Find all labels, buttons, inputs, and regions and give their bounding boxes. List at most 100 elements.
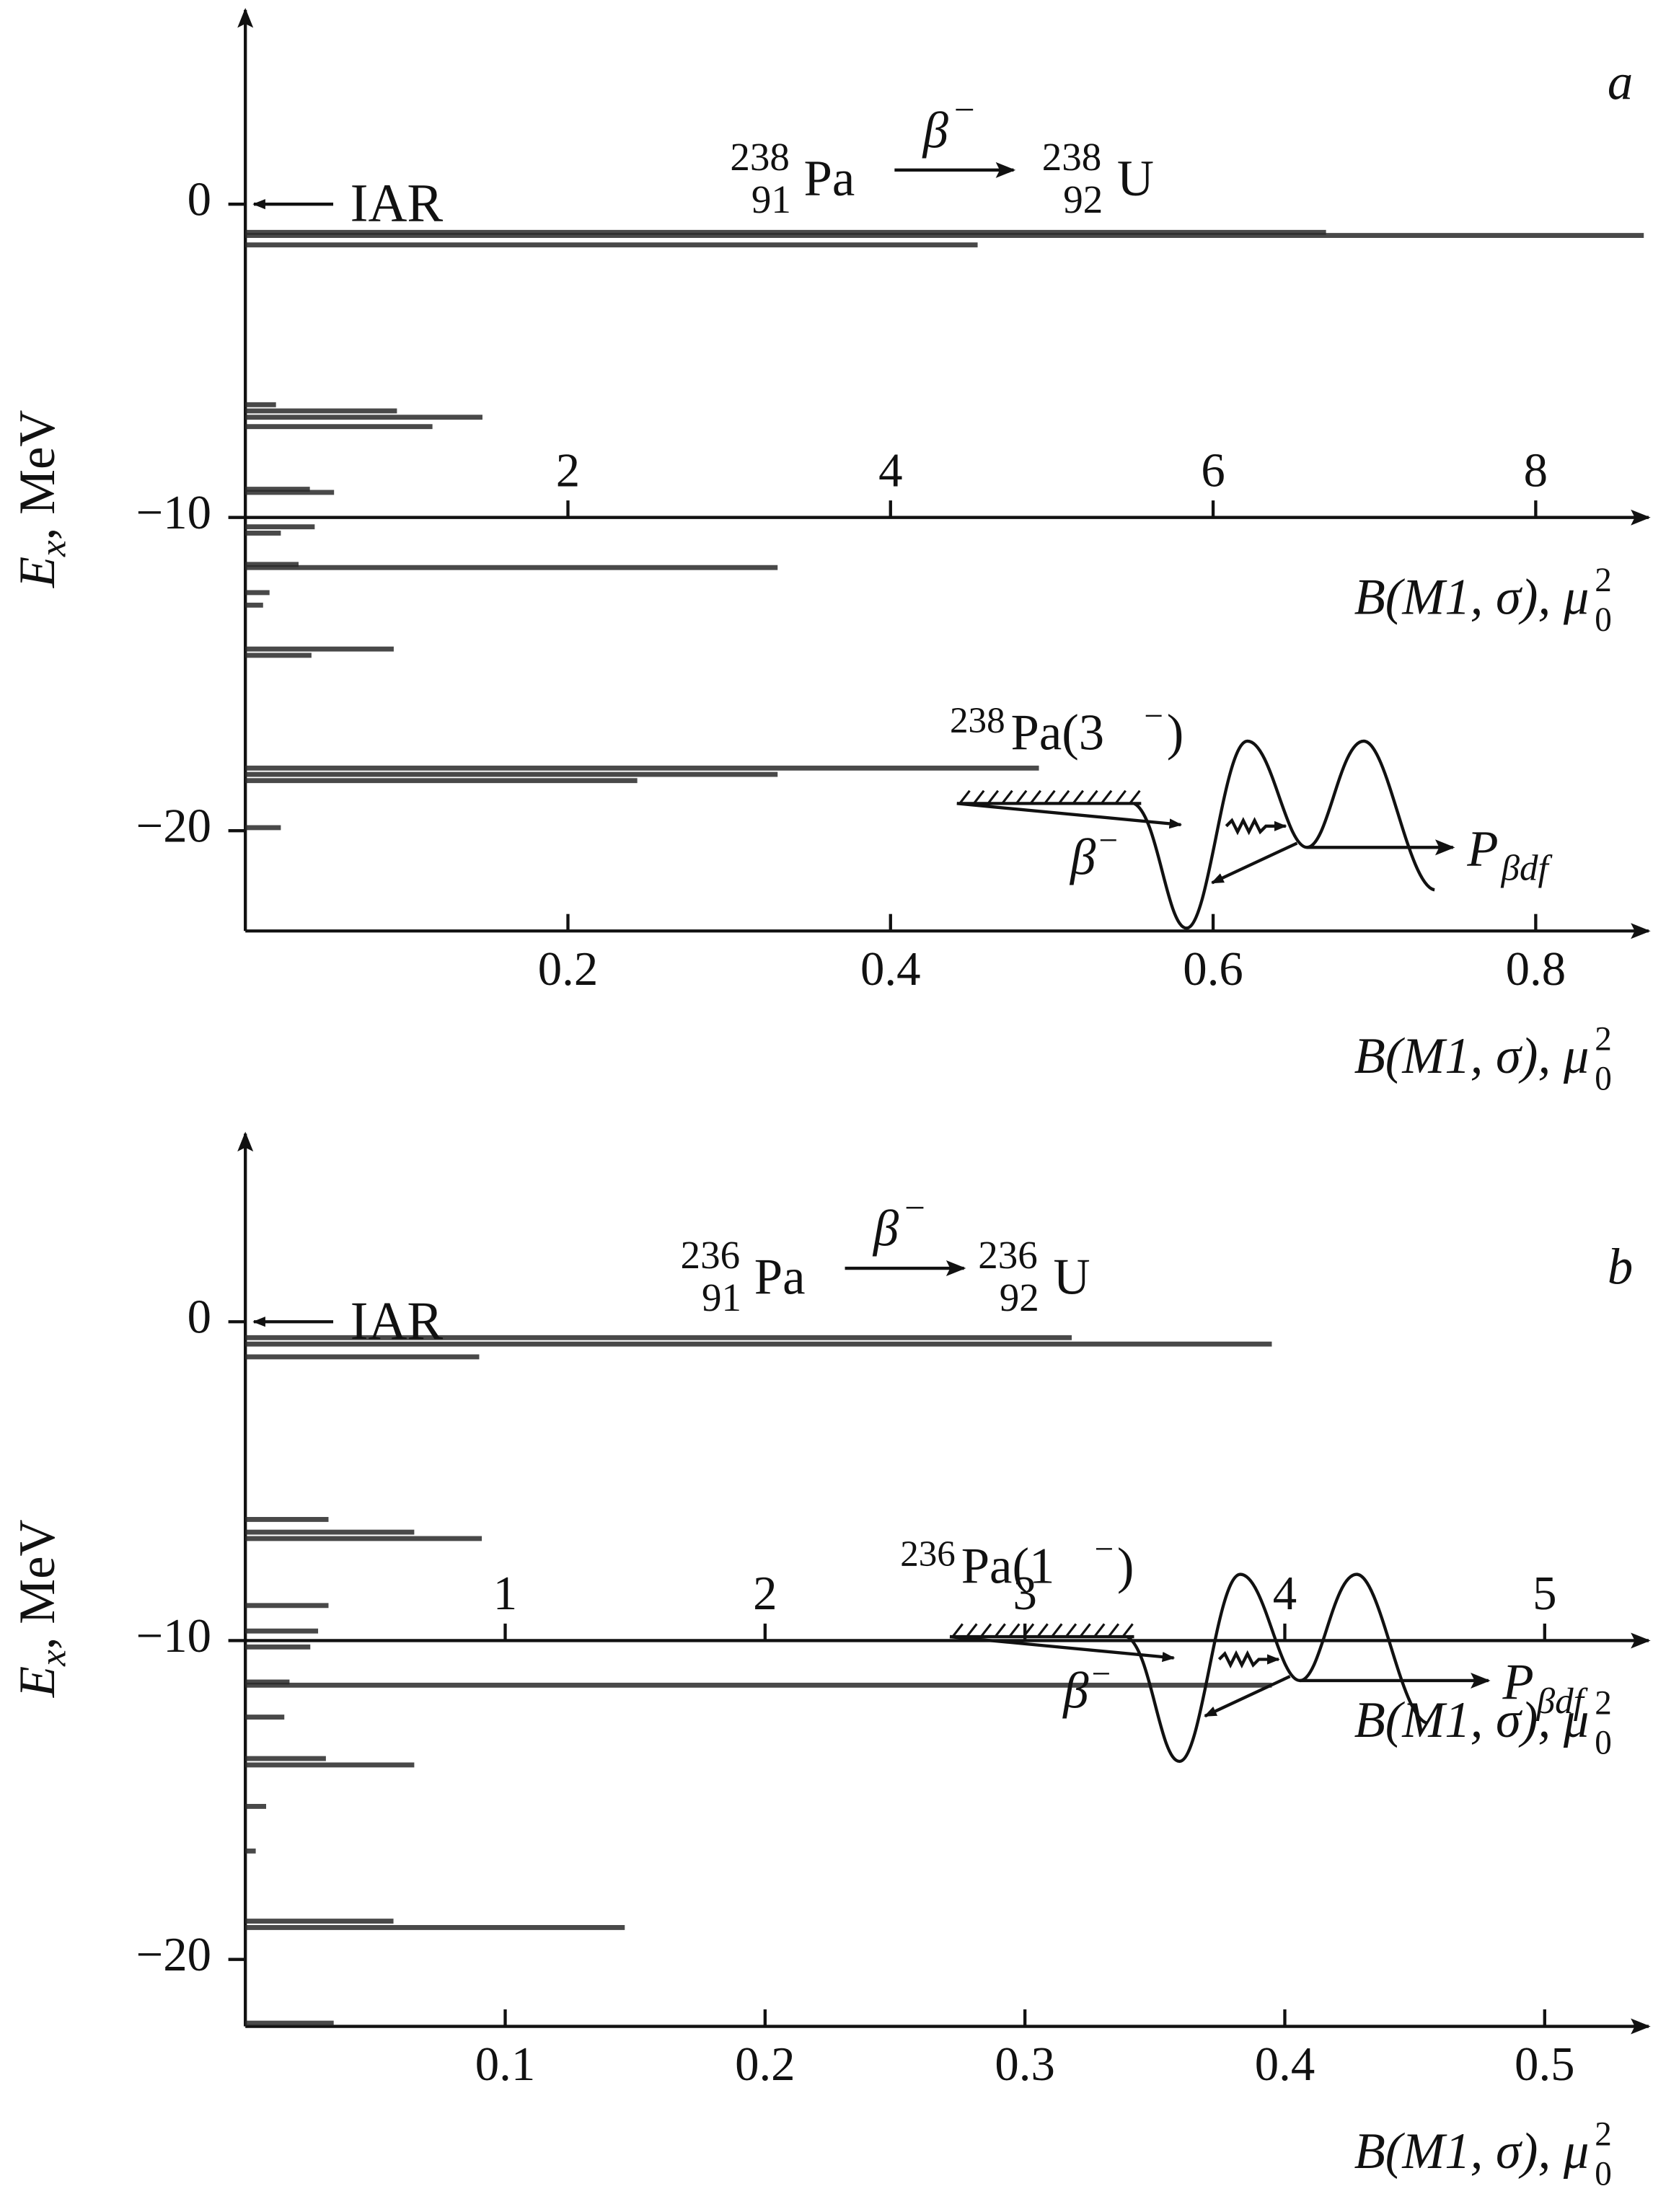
- x-tick-label: 0.8: [1506, 942, 1566, 996]
- parent-mass: 238: [730, 135, 790, 179]
- x-tick-label: 0.3: [995, 2038, 1055, 2091]
- hatch: [994, 1623, 1006, 1638]
- y-tick-label: −20: [136, 1928, 212, 1981]
- panel-label: b: [1608, 1239, 1633, 1296]
- inset-parent-mass: 236: [900, 1534, 956, 1575]
- hatch: [1121, 1623, 1134, 1638]
- hatch: [1093, 1623, 1106, 1638]
- x2-tick-label: 1: [493, 1567, 517, 1620]
- x2-tick-label: 2: [753, 1567, 777, 1620]
- y-tick-label: −10: [136, 486, 212, 539]
- axis-label-sub: 0: [1595, 1060, 1612, 1097]
- hatch: [987, 789, 1000, 805]
- y-label-unit: , MeV: [9, 1519, 66, 1650]
- inset-parent-close: ): [1117, 1538, 1134, 1594]
- axis-label: B(M1, σ), μ: [1354, 1028, 1590, 1084]
- parent: Pa: [754, 1249, 806, 1305]
- iar-label: IAR: [351, 1291, 444, 1351]
- x2-tick-label: 4: [1273, 1567, 1297, 1620]
- decay: β: [922, 102, 949, 159]
- daughter-z: 92: [1063, 177, 1103, 221]
- x-tick-label: 0.4: [860, 942, 921, 996]
- parent-z: 91: [751, 177, 791, 221]
- inset-parent: Pa(3: [1011, 705, 1105, 761]
- hatch: [1022, 1623, 1035, 1638]
- x2-tick-label: 3: [1013, 1567, 1036, 1620]
- hatch: [1072, 789, 1084, 805]
- hatch: [1044, 789, 1056, 805]
- decay-sign: −: [904, 1187, 925, 1229]
- hatch: [1101, 789, 1113, 805]
- y-label-sub: x: [33, 540, 74, 557]
- hatch: [958, 789, 971, 805]
- y-axis-label: Ex, MeV: [9, 410, 74, 588]
- decay-sign: −: [954, 89, 975, 130]
- axis-label-sup: 2: [1595, 1685, 1612, 1722]
- back-arrow: [1210, 841, 1298, 885]
- hatch: [1058, 789, 1070, 805]
- axis-label-sup: 2: [1595, 2116, 1612, 2154]
- parent-z: 91: [702, 1275, 741, 1319]
- hatch: [979, 1623, 992, 1638]
- hatch: [1114, 789, 1127, 805]
- hatch: [973, 789, 985, 805]
- gamma-wiggle: [1217, 1650, 1280, 1669]
- beta-arrow: [956, 802, 1183, 829]
- decay: β: [872, 1201, 899, 1257]
- y-label-sub: x: [33, 1650, 74, 1667]
- hatch: [1015, 789, 1028, 805]
- y-label-symbol: E: [9, 1666, 66, 1698]
- hatch: [1001, 789, 1013, 805]
- beta-arrow: [949, 1634, 1176, 1663]
- inset-decay: β: [1069, 830, 1096, 886]
- hatch: [1079, 1623, 1091, 1638]
- axis-label-sub: 0: [1595, 601, 1612, 639]
- y-tick-label: −10: [136, 1609, 212, 1663]
- daughter-mass: 238: [1042, 135, 1102, 179]
- y-label-unit: , MeV: [9, 410, 66, 540]
- hatch: [1064, 1623, 1077, 1638]
- hatch: [1129, 789, 1141, 805]
- panel-label: a: [1608, 55, 1633, 111]
- parent: Pa: [804, 151, 855, 207]
- y-tick-label: 0: [188, 172, 211, 226]
- daughter: U: [1117, 151, 1154, 207]
- x-tick-label: 0.5: [1515, 2038, 1575, 2091]
- x-tick-label: 0.2: [735, 2038, 795, 2091]
- daughter-z: 92: [1000, 1275, 1039, 1319]
- x2-tick-label: 2: [556, 443, 580, 497]
- axis-label: B(M1, σ), μ: [1354, 569, 1590, 625]
- axis-label-sup: 2: [1595, 1020, 1612, 1058]
- inset-product: P: [1502, 1655, 1533, 1711]
- x-tick-label: 0.1: [475, 2038, 536, 2091]
- inset-parent-sign: −: [1144, 697, 1163, 735]
- inset-parent-mass: 238: [950, 700, 1005, 741]
- iar-label: IAR: [351, 174, 444, 234]
- inset-product: P: [1466, 821, 1498, 877]
- inset-parent-sign: −: [1094, 1531, 1114, 1568]
- axis-label-sup: 2: [1595, 562, 1612, 599]
- inset-parent-close: ): [1167, 705, 1184, 761]
- gamma-wiggle: [1225, 817, 1287, 836]
- x-tick-label: 0.6: [1183, 942, 1243, 996]
- hatch: [966, 1623, 978, 1638]
- x2-tick-label: 8: [1524, 443, 1548, 497]
- x2-tick-label: 5: [1533, 1567, 1556, 1620]
- barrier-curve: [1126, 1572, 1429, 1764]
- inset-decay: β: [1062, 1663, 1089, 1719]
- x2-tick-label: 6: [1201, 443, 1225, 497]
- inset-decay-sign: −: [1098, 822, 1118, 859]
- daughter-mass: 236: [978, 1233, 1038, 1277]
- back-arrow: [1204, 1675, 1291, 1718]
- x-tick-label: 0.2: [538, 942, 599, 996]
- axis-label-sub: 0: [1595, 1725, 1612, 1762]
- hatch: [1086, 789, 1098, 805]
- hatch: [1036, 1623, 1049, 1638]
- parent-mass: 236: [681, 1233, 741, 1277]
- hatch: [1008, 1623, 1021, 1638]
- inset-product-sub: βdf: [1501, 848, 1553, 889]
- y-tick-label: −20: [136, 800, 212, 853]
- hatch: [951, 1623, 964, 1638]
